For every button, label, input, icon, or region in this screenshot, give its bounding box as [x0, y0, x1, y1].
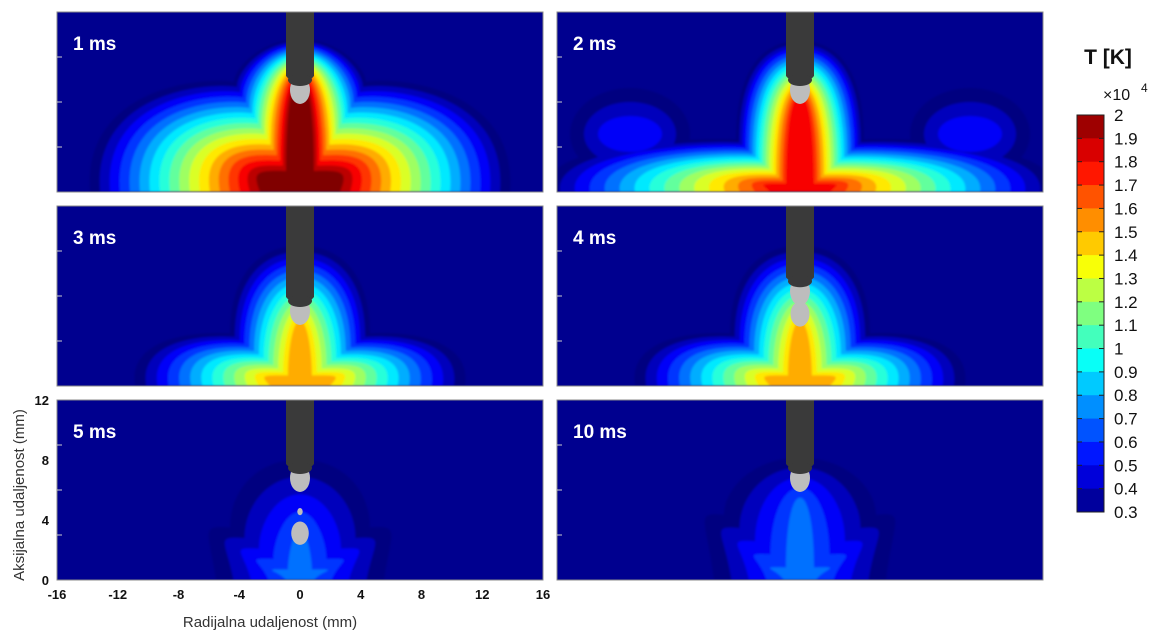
- detached-droplet: [297, 508, 303, 516]
- contour-panels: 1 ms 2 ms 3 ms 4 ms 5 ms 10 ms: [56, 11, 1044, 581]
- colorbar-band: [1077, 231, 1104, 256]
- electrode-tip: [788, 462, 812, 474]
- electrode: [286, 400, 314, 472]
- x-tick-label: -8: [173, 587, 185, 602]
- panel-5: 5 ms: [56, 399, 544, 581]
- colorbar-tick-label: 1.9: [1114, 129, 1138, 148]
- time-label: 3 ms: [73, 228, 116, 249]
- colorbar-band: [1077, 465, 1104, 490]
- electrode: [286, 12, 314, 84]
- colorbar-exponent: 4: [1141, 81, 1148, 95]
- colorbar-tick-label: 1: [1114, 340, 1123, 359]
- contour-band: [770, 497, 830, 580]
- x-tick-label: 8: [418, 587, 425, 602]
- x-tick-label: -12: [108, 587, 127, 602]
- wing-lobe: [938, 116, 1002, 152]
- colorbar-tick-label: 1.2: [1114, 293, 1138, 312]
- y-tick-label: 0: [42, 573, 49, 588]
- panel-1: 1 ms: [56, 11, 544, 193]
- time-label: 2 ms: [573, 34, 616, 55]
- colorbar-title: T [K]: [1084, 46, 1132, 69]
- colorbar-band: [1077, 301, 1104, 326]
- x-tick-label: 12: [475, 587, 489, 602]
- x-tick-label: 4: [357, 587, 365, 602]
- contour-band: [763, 95, 837, 192]
- time-label: 4 ms: [573, 228, 616, 249]
- colorbar-tick-label: 1.3: [1114, 269, 1138, 288]
- colorbar-band: [1077, 348, 1104, 373]
- panel-2: 2 ms: [556, 11, 1044, 193]
- colorbar-band: [1077, 395, 1104, 420]
- colorbar-band: [1077, 138, 1104, 163]
- electrode-tip: [288, 295, 312, 307]
- colorbar-band: [1077, 208, 1104, 233]
- colorbar-tick-label: 1.1: [1114, 316, 1138, 335]
- contour-band: [272, 529, 328, 580]
- time-label: 10 ms: [573, 422, 627, 443]
- panel-3: 3 ms: [56, 205, 544, 387]
- colorbar-band: [1077, 185, 1104, 209]
- x-tick-label: 16: [536, 587, 550, 602]
- x-tick-label: -16: [48, 587, 67, 602]
- contour-band: [764, 320, 836, 386]
- contour-band: [264, 320, 336, 386]
- colorbar-band: [1077, 278, 1104, 303]
- colorbar-tick-label: 0.4: [1114, 480, 1138, 499]
- colorbar-tick-label: 0.8: [1114, 386, 1138, 405]
- time-label: 5 ms: [73, 422, 116, 443]
- colorbar-band: [1077, 255, 1104, 279]
- y-tick-label: 12: [35, 393, 49, 408]
- panel-6: 10 ms: [556, 399, 1044, 581]
- electrode: [786, 400, 814, 472]
- time-label: 1 ms: [73, 34, 116, 55]
- colorbar-tick-label: 0.7: [1114, 410, 1138, 429]
- colorbar-tick-label: 0.5: [1114, 456, 1138, 475]
- x-axis-label: Radijalna udaljenost (mm): [183, 614, 357, 631]
- y-tick-label: 8: [42, 453, 49, 468]
- wing-lobe: [598, 116, 662, 152]
- electrode: [786, 206, 814, 286]
- electrode: [286, 206, 314, 305]
- colorbar-multiplier: ×10: [1103, 87, 1130, 104]
- colorbar-band: [1077, 371, 1104, 396]
- x-tick-label: 0: [296, 587, 303, 602]
- detached-droplet: [790, 301, 810, 327]
- electrode-tip: [788, 275, 812, 288]
- y-axis-label: Aksijalna udaljenost (mm): [11, 409, 28, 581]
- colorbar-band: [1077, 115, 1104, 139]
- y-tick-label: 4: [42, 513, 50, 528]
- colorbar-tick-label: 0.9: [1114, 363, 1138, 382]
- electrode-tip: [788, 74, 812, 86]
- colorbar: T [K] ×10 4 2 1.9 1.8 1.7 1.6 1.5 1.4 1.3 1.2 1.1 1 0.…: [1076, 46, 1148, 522]
- colorbar-frame: [1076, 114, 1105, 513]
- colorbar-band: [1077, 488, 1104, 513]
- colorbar-tick-label: 0.6: [1114, 433, 1138, 452]
- colorbar-tick-label: 1.5: [1114, 223, 1138, 242]
- detached-droplet: [291, 521, 309, 545]
- colorbar-tick-label: 1.8: [1114, 153, 1138, 172]
- colorbar-tick-label: 1.6: [1114, 199, 1138, 218]
- colorbar-band: [1077, 441, 1104, 466]
- electrode-tip: [288, 74, 312, 86]
- x-tick-label: -4: [233, 587, 245, 602]
- colorbar-band: [1077, 325, 1104, 350]
- panel-4: 4 ms: [556, 205, 1044, 387]
- colorbar-tick-label: 1.7: [1114, 176, 1138, 195]
- colorbar-tick-label: 2: [1114, 106, 1123, 125]
- electrode-tip: [288, 462, 312, 474]
- contour-band: [256, 79, 344, 192]
- colorbar-tick-label: 1.4: [1114, 246, 1138, 265]
- colorbar-band: [1077, 418, 1104, 443]
- electrode: [786, 12, 814, 84]
- colorbar-tick-label: 0.3: [1114, 503, 1138, 522]
- colorbar-band: [1077, 161, 1104, 186]
- axes: -16 -12 -8 -4 0 4 8 12 16 0 4 8 12 Radijalna udaljeno…: [11, 393, 550, 631]
